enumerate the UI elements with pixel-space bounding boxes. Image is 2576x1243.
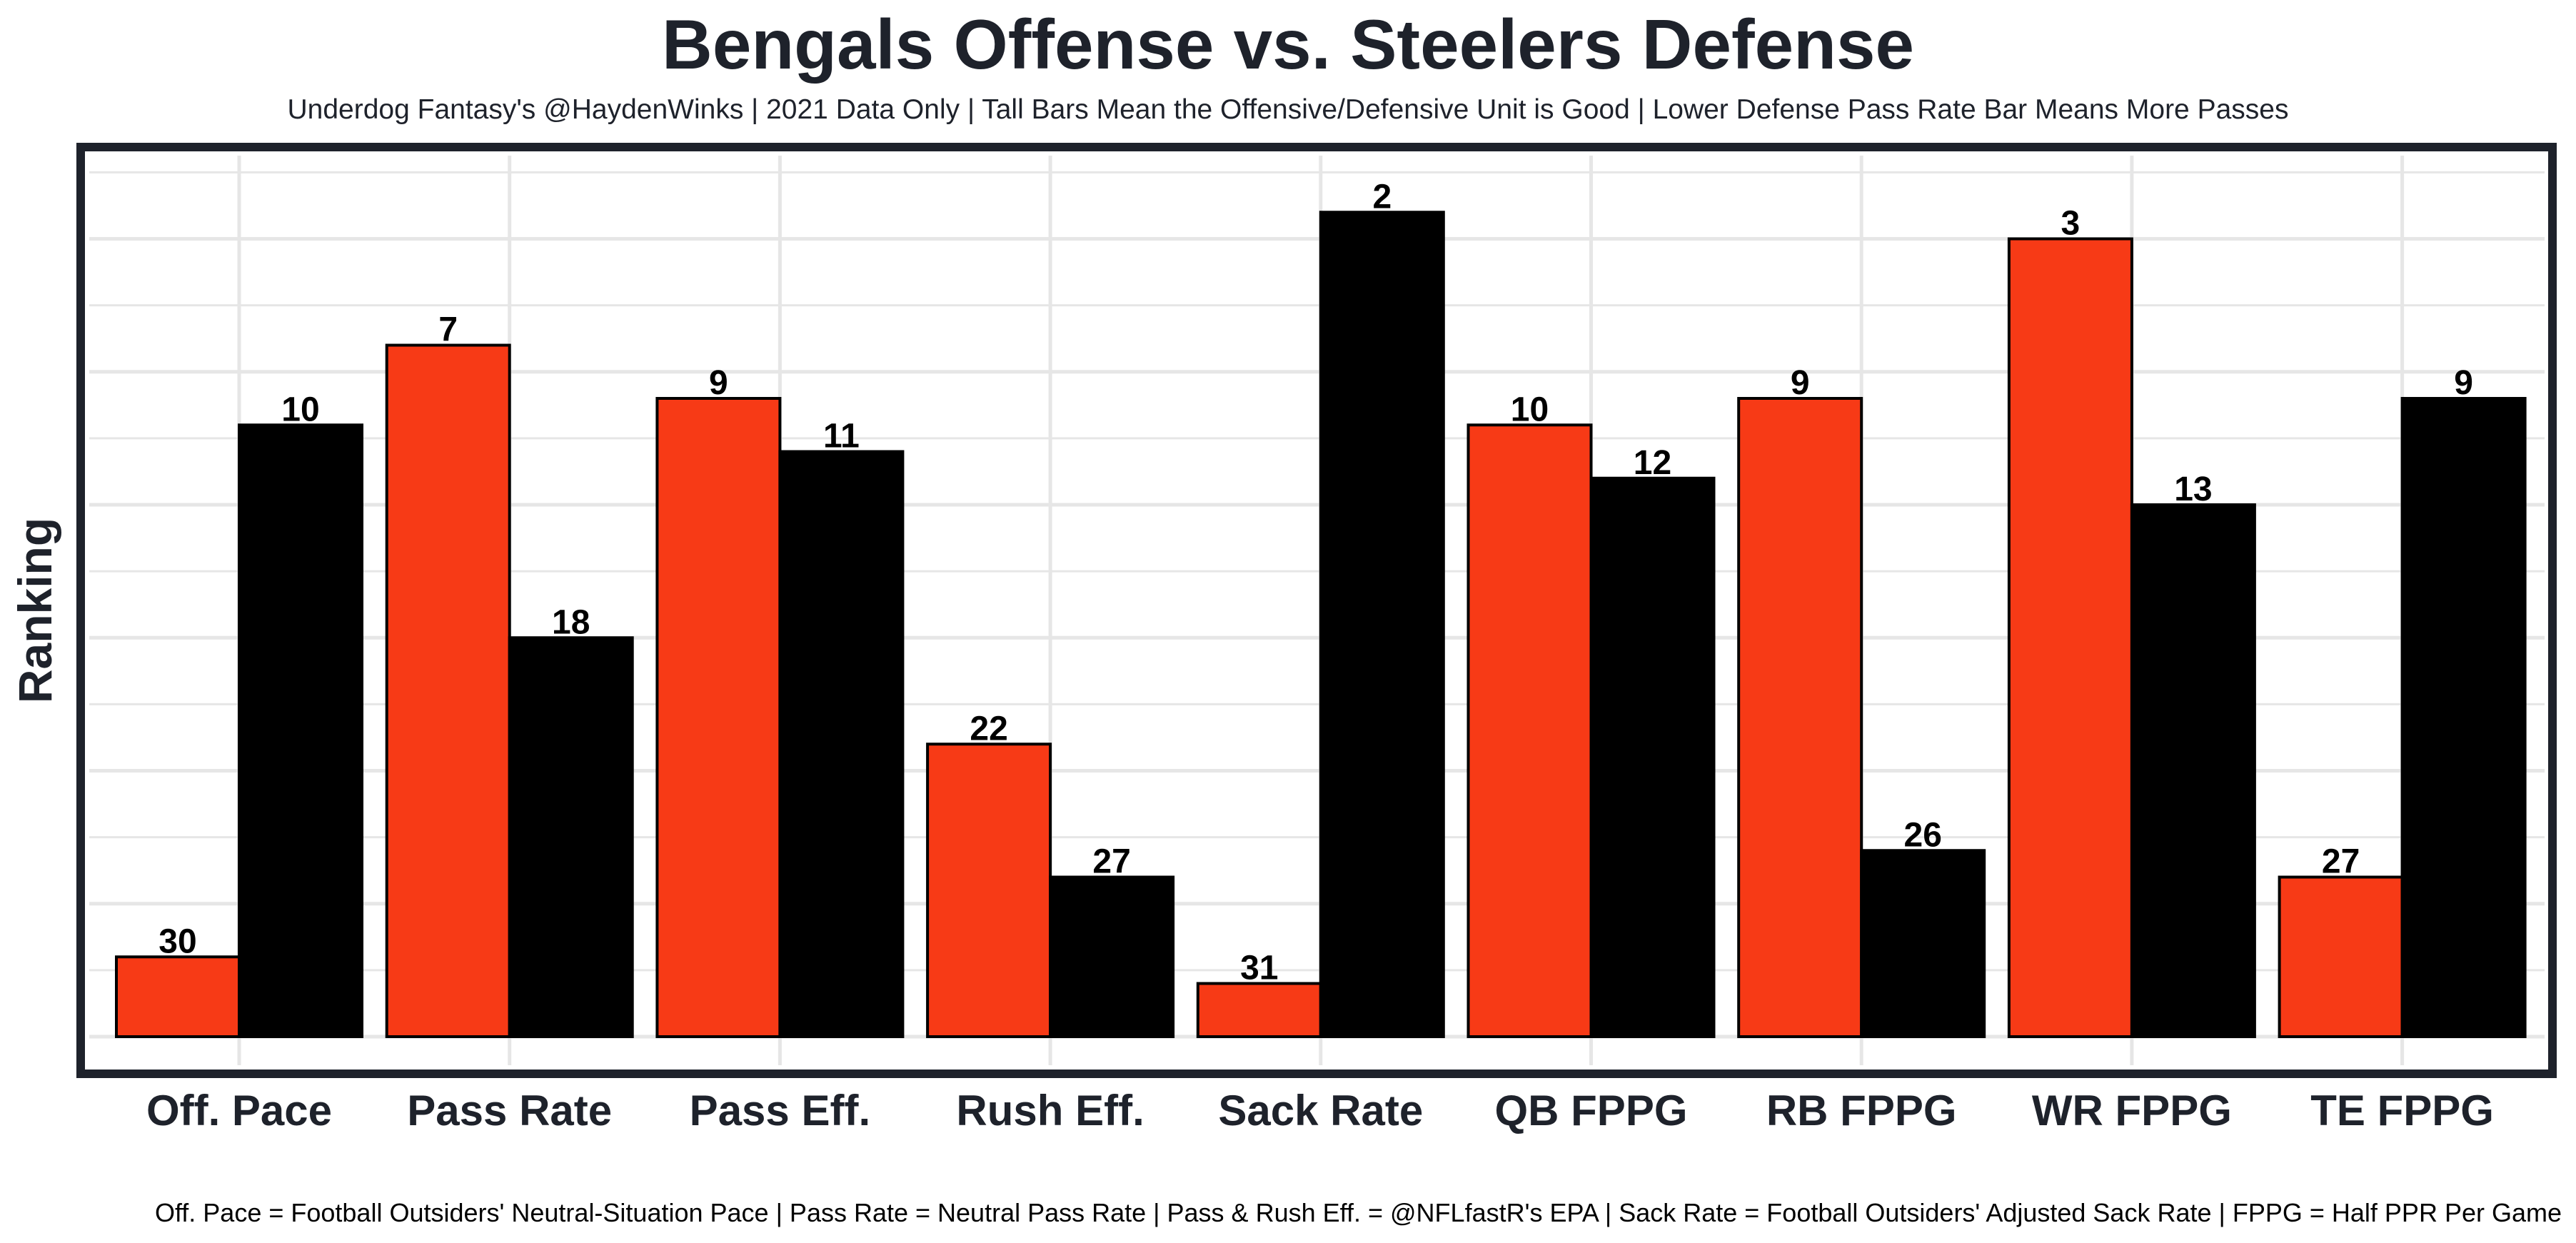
value-label-defense: 13 bbox=[2174, 470, 2212, 508]
value-label-offense: 31 bbox=[1240, 950, 1278, 987]
bars bbox=[115, 211, 2527, 1038]
bar-defense-off-pace bbox=[238, 423, 363, 1038]
value-label-defense: 11 bbox=[823, 418, 860, 456]
value-label-offense: 27 bbox=[2322, 843, 2360, 881]
value-label-defense: 12 bbox=[1634, 444, 1671, 482]
bar-offense-wr-fppg bbox=[2007, 237, 2133, 1038]
bar-offense-pass-rate bbox=[385, 343, 511, 1038]
value-label-offense: 9 bbox=[1791, 364, 1810, 402]
x-tick-label: Rush Eff. bbox=[956, 1087, 1144, 1134]
value-label-defense: 9 bbox=[2454, 364, 2473, 402]
value-label-defense: 27 bbox=[1092, 843, 1130, 881]
y-axis-label: Ranking bbox=[9, 518, 61, 703]
x-tick-label: Off. Pace bbox=[146, 1087, 332, 1134]
bar-defense-rb-fppg bbox=[1860, 849, 1986, 1038]
bar-offense-te-fppg bbox=[2278, 875, 2404, 1038]
bar-defense-pass-rate bbox=[508, 636, 634, 1038]
bar-offense-rb-fppg bbox=[1737, 397, 1863, 1038]
bar-offense-rush-eff bbox=[926, 743, 1052, 1038]
value-label-offense: 10 bbox=[1511, 391, 1549, 428]
bar-offense-pass-eff bbox=[655, 397, 782, 1038]
bar-offense-sack-rate bbox=[1196, 982, 1322, 1038]
value-label-defense: 2 bbox=[1372, 178, 1392, 216]
x-axis-ticks: Off. Pace Pass Rate Pass Eff. Rush Eff. Sack… bbox=[146, 1087, 2494, 1134]
bar-defense-te-fppg bbox=[2400, 397, 2527, 1038]
bar-defense-wr-fppg bbox=[2130, 503, 2256, 1038]
value-labels: 30 10 7 18 9 11 22 27 31 2 10 12 9 26 3 13 27 9 bbox=[159, 178, 2473, 987]
value-label-defense: 10 bbox=[281, 391, 319, 428]
x-tick-label: QB FPPG bbox=[1494, 1087, 1687, 1134]
x-tick-label: WR FPPG bbox=[2032, 1087, 2232, 1134]
value-label-offense: 30 bbox=[159, 922, 196, 960]
chart-title: Bengals Offense vs. Steelers Defense bbox=[662, 5, 1914, 84]
x-tick-label: Pass Eff. bbox=[690, 1087, 870, 1134]
chart-subtitle: Underdog Fantasy's @HaydenWinks | 2021 D… bbox=[287, 94, 2289, 125]
bar-offense-off-pace bbox=[115, 955, 241, 1038]
bar-defense-pass-eff bbox=[778, 450, 905, 1038]
value-label-defense: 26 bbox=[1904, 816, 1942, 854]
value-label-offense: 3 bbox=[2061, 205, 2081, 243]
value-label-offense: 9 bbox=[709, 364, 728, 402]
value-label-offense: 22 bbox=[970, 710, 1007, 748]
x-tick-label: TE FPPG bbox=[2310, 1087, 2494, 1134]
x-tick-label: Sack Rate bbox=[1218, 1087, 1423, 1134]
chart-caption: Off. Pace = Football Outsiders' Neutral-… bbox=[154, 1198, 2562, 1227]
x-tick-label: RB FPPG bbox=[1766, 1087, 1957, 1134]
bar-defense-rush-eff bbox=[1049, 875, 1175, 1038]
bar-defense-qb-fppg bbox=[1589, 476, 1716, 1038]
value-label-offense: 7 bbox=[438, 311, 458, 349]
bar-offense-qb-fppg bbox=[1466, 423, 1593, 1038]
x-tick-label: Pass Rate bbox=[407, 1087, 612, 1134]
plot-frame bbox=[76, 143, 2557, 1078]
bar-defense-sack-rate bbox=[1319, 211, 1445, 1038]
value-label-defense: 18 bbox=[552, 603, 590, 641]
